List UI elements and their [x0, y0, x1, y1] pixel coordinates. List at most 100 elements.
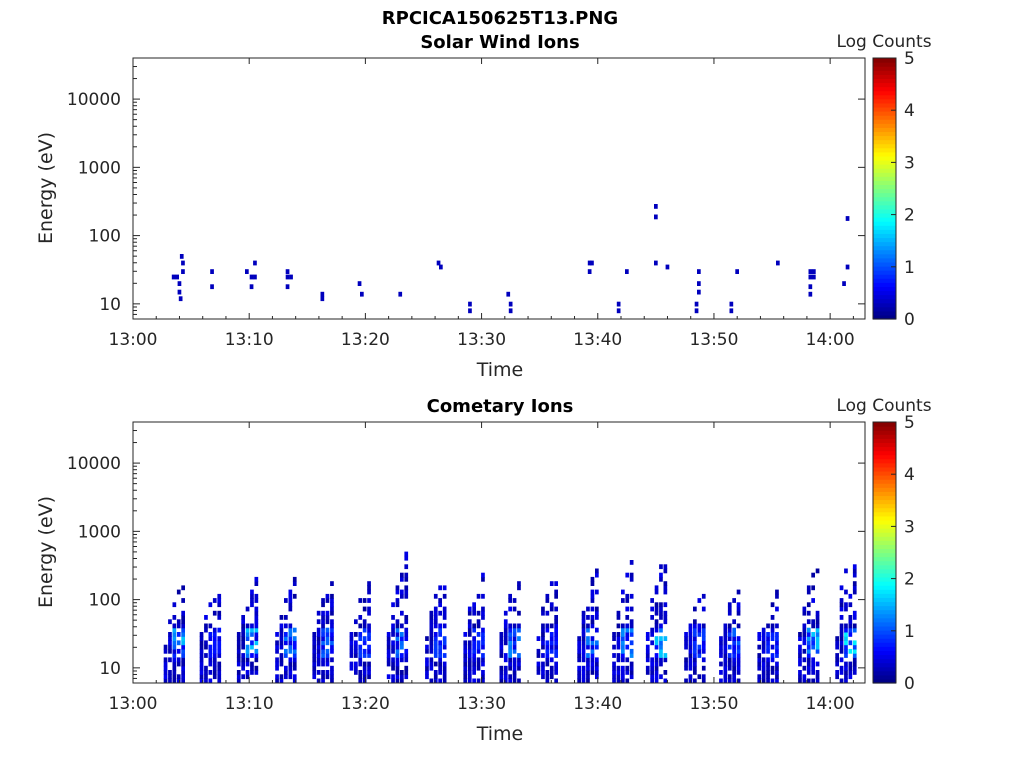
- burst-cell: [586, 640, 590, 646]
- burst-cell: [284, 632, 288, 637]
- burst-cell: [254, 598, 259, 603]
- colorbar-segment: [873, 176, 896, 181]
- burst-cell: [330, 644, 334, 650]
- colorbar-segment: [873, 172, 896, 177]
- burst-cell: [621, 589, 625, 595]
- burst-cell: [292, 640, 297, 646]
- burst-cell: [629, 665, 634, 671]
- burst-cell: [288, 665, 293, 671]
- burst-cell: [545, 648, 550, 654]
- burst-cell: [254, 627, 259, 633]
- colorbar-segment: [873, 642, 896, 647]
- burst-cell: [549, 644, 554, 650]
- burst-cell: [723, 623, 728, 629]
- burst-cell: [766, 665, 770, 671]
- burst-cell: [391, 648, 395, 654]
- burst-cell: [650, 670, 654, 675]
- burst-cell: [395, 657, 400, 663]
- burst-cell: [358, 674, 363, 680]
- burst-cell: [650, 665, 654, 671]
- burst-cell: [349, 636, 354, 641]
- y-tick-label: 100: [89, 227, 121, 247]
- burst-cell: [595, 674, 599, 680]
- burst-cell: [433, 640, 438, 646]
- burst-cell: [254, 619, 259, 625]
- burst-cell: [852, 568, 857, 574]
- burst-cell: [212, 610, 217, 616]
- data-cell: [776, 260, 780, 266]
- burst-cell: [204, 665, 208, 671]
- burst-cell: [802, 657, 807, 663]
- burst-cell: [321, 602, 325, 608]
- burst-cell: [806, 678, 811, 684]
- burst-cell: [250, 670, 254, 675]
- burst-cell: [798, 653, 802, 658]
- burst-cell: [208, 636, 213, 641]
- burst-cell: [284, 665, 288, 671]
- burst-cell: [362, 627, 367, 633]
- burst-cell: [650, 627, 654, 633]
- burst-cell: [659, 674, 663, 680]
- burst-cell: [595, 665, 599, 671]
- burst-cell: [811, 644, 815, 650]
- burst-cell: [400, 632, 404, 637]
- burst-cell: [217, 602, 222, 608]
- colorbar-segment: [873, 102, 896, 108]
- colorbar-segment: [873, 123, 896, 128]
- burst-cell: [512, 640, 517, 646]
- burst-cell: [438, 670, 442, 675]
- burst-cell: [629, 606, 634, 612]
- colorbar-segment: [873, 70, 896, 75]
- colorbar-segment: [873, 548, 896, 554]
- burst-cell: [321, 632, 325, 637]
- burst-cell: [844, 623, 848, 629]
- burst-cell: [476, 619, 481, 625]
- burst-cell: [581, 640, 586, 646]
- burst-cell: [802, 606, 807, 612]
- burst-cell: [208, 632, 213, 637]
- burst-cell: [612, 670, 616, 675]
- burst-cell: [697, 623, 702, 629]
- burst-cell: [204, 670, 208, 675]
- burst-cell: [391, 627, 395, 633]
- burst-cell: [362, 648, 367, 654]
- burst-cell: [848, 623, 853, 629]
- burst-cell: [736, 661, 741, 667]
- burst-cell: [625, 644, 630, 650]
- burst-cell: [844, 653, 848, 658]
- burst-cell: [425, 648, 429, 654]
- burst-cell: [442, 585, 447, 591]
- burst-cell: [349, 640, 354, 646]
- burst-cell: [727, 674, 732, 680]
- burst-cell: [176, 632, 181, 637]
- burst-cell: [629, 623, 634, 629]
- x-tick-label: 13:30: [457, 694, 506, 714]
- burst-cell: [621, 678, 625, 684]
- burst-cell: [275, 674, 279, 680]
- colorbar-segment: [873, 532, 896, 537]
- burst-cell: [512, 632, 517, 637]
- burst-cell: [512, 644, 517, 650]
- burst-cell: [254, 632, 259, 637]
- burst-cell: [554, 619, 558, 625]
- burst-cell: [181, 670, 185, 675]
- burst-cell: [517, 665, 521, 671]
- burst-cell: [663, 653, 668, 658]
- burst-cell: [766, 657, 770, 663]
- burst-cell: [688, 627, 693, 633]
- burst-cell: [839, 644, 844, 650]
- burst-cell: [404, 674, 409, 680]
- burst-cell: [288, 602, 293, 608]
- burst-cell: [312, 653, 317, 658]
- burst-cell: [429, 640, 434, 646]
- burst-cell: [629, 627, 634, 633]
- burst-cell: [199, 657, 204, 663]
- colorbar-segment: [873, 180, 896, 186]
- burst-cell: [503, 653, 508, 658]
- burst-cell: [541, 640, 545, 646]
- burst-cell: [400, 576, 404, 582]
- colorbar-segment: [873, 568, 896, 574]
- burst-cell: [395, 636, 400, 641]
- burst-cell: [625, 572, 630, 578]
- burst-cell: [844, 640, 848, 646]
